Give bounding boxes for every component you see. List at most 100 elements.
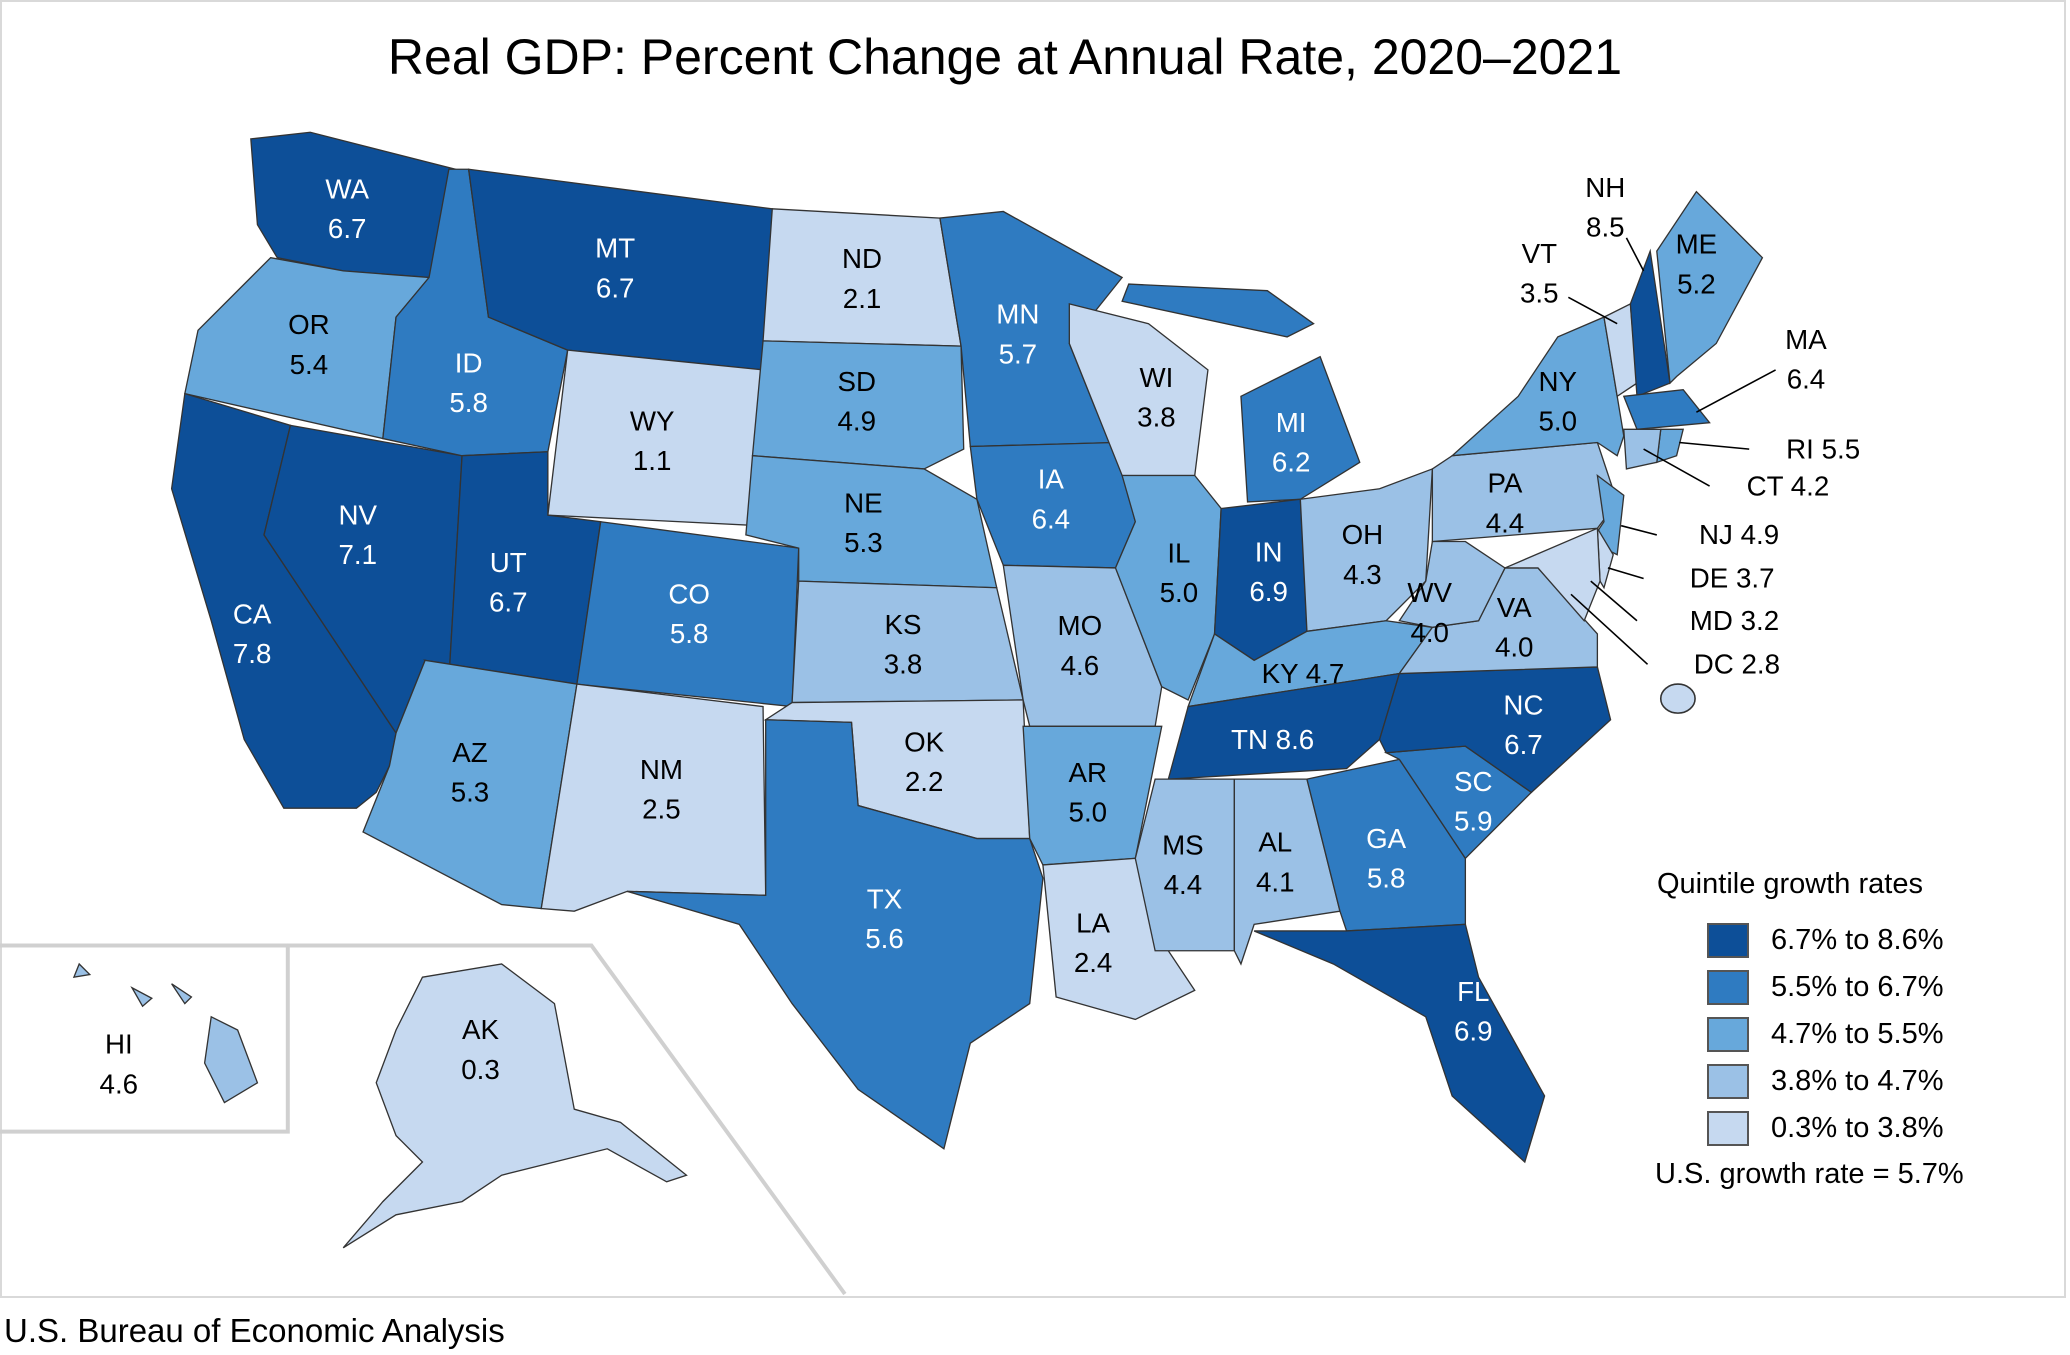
state-value: 6.7 [1504, 729, 1543, 760]
state-hi [72, 962, 92, 979]
state-ak [342, 963, 688, 1249]
state-value: 3.5 [1520, 278, 1559, 309]
state-label: NC [1503, 689, 1543, 720]
state-ct [1623, 428, 1662, 470]
state-label: MA [1785, 324, 1827, 355]
state-dc-marker [1659, 683, 1696, 714]
alaska-inset-border [287, 943, 847, 1296]
state-il [1114, 474, 1222, 701]
state-label: CO [668, 579, 710, 610]
state-label: CA [233, 598, 272, 629]
state-label: VA [1497, 592, 1532, 623]
state-label: FL [1457, 976, 1489, 1007]
leader-line-md [1590, 580, 1638, 622]
leader-line-nj [1620, 524, 1657, 536]
leader-line-dc [1570, 593, 1649, 665]
state-wy [547, 349, 764, 527]
state-md [1504, 527, 1601, 622]
us-growth-rate: U.S. growth rate = 5.7% [1655, 1158, 1964, 1190]
state-label: GA [1366, 823, 1407, 854]
state-value: 4.9 [838, 406, 877, 437]
state-label: MT [595, 233, 635, 264]
state-value: 4.4 [1486, 507, 1525, 538]
state-label: MO [1058, 610, 1103, 641]
legend-item: 6.7% to 8.6% [1707, 917, 1964, 964]
state-value: 5.3 [451, 777, 490, 808]
state-label: WY [630, 406, 675, 437]
state-fl [1253, 923, 1546, 1164]
state-mi [1121, 283, 1315, 338]
state-value: 0.3 [461, 1054, 500, 1085]
state-value: 2.4 [1074, 947, 1113, 978]
state-label: RI 5.5 [1786, 433, 1860, 464]
map-title: Real GDP: Percent Change at Annual Rate,… [387, 29, 1623, 85]
state-label: IN [1255, 536, 1283, 567]
state-label: AR [1069, 757, 1108, 788]
state-label: SD [838, 366, 877, 397]
state-value: 6.7 [596, 272, 635, 303]
state-value: 4.0 [1410, 617, 1449, 648]
state-label: DC 2.8 [1694, 649, 1780, 680]
state-value: 5.0 [1539, 406, 1578, 437]
state-label: MD 3.2 [1690, 605, 1779, 636]
state-value: 4.0 [1495, 631, 1534, 662]
state-value: 4.6 [1061, 650, 1100, 681]
state-label: UT [490, 547, 527, 578]
state-label: NJ 4.9 [1699, 519, 1779, 550]
state-value: 5.4 [290, 349, 329, 380]
state-label: ME [1676, 229, 1718, 260]
state-value: 6.7 [328, 213, 367, 244]
state-value: 3.8 [884, 649, 923, 680]
legend-label: 4.7% to 5.5% [1771, 1018, 1944, 1050]
state-label: VT [1522, 238, 1557, 269]
legend-swatch [1707, 1017, 1749, 1052]
legend-label: 6.7% to 8.6% [1771, 924, 1944, 956]
state-label: TX [867, 884, 902, 915]
state-wa [250, 131, 457, 279]
legend-item: 0.3% to 3.8% [1707, 1105, 1964, 1152]
state-label: NH [1585, 172, 1625, 203]
state-label: ID [455, 348, 483, 379]
state-value: 6.7 [489, 586, 528, 617]
legend-swatch [1707, 1111, 1749, 1146]
state-label: WA [325, 173, 369, 204]
state-value: 6.4 [1787, 363, 1826, 394]
state-ks [791, 580, 1024, 704]
state-value: 8.5 [1586, 212, 1625, 243]
state-value: 5.8 [670, 618, 709, 649]
state-wv [1398, 540, 1506, 629]
legend-item: 4.7% to 5.5% [1707, 1011, 1964, 1058]
state-label: KS [884, 609, 921, 640]
state-label: KY 4.7 [1262, 658, 1345, 689]
legend-title: Quintile growth rates [1657, 868, 1923, 900]
state-value: 5.0 [1069, 796, 1108, 827]
state-label: ND [842, 243, 882, 274]
state-value: 2.2 [905, 766, 944, 797]
state-ma [1622, 389, 1711, 431]
state-label: AK [462, 1014, 499, 1045]
leader-line-de [1607, 567, 1644, 580]
state-label: AZ [452, 737, 487, 768]
state-value: 5.2 [1677, 268, 1716, 299]
state-value: 5.0 [1160, 577, 1199, 608]
state-label: NM [640, 754, 683, 785]
state-value: 3.8 [1137, 402, 1176, 433]
leader-line-ct [1643, 448, 1710, 487]
state-nd [762, 208, 962, 347]
state-label: DE 3.7 [1690, 563, 1775, 594]
leader-line-nh [1625, 237, 1645, 272]
state-value: 5.7 [999, 338, 1038, 369]
state-value: 7.8 [233, 638, 272, 669]
state-label: OR [288, 309, 330, 340]
state-label: WV [1407, 577, 1452, 608]
legend: Quintile growth rates 6.7% to 8.6% 5.5% … [1655, 868, 1964, 1191]
state-pa [1431, 441, 1618, 543]
state-value: 5.8 [1367, 862, 1406, 893]
state-value: 1.1 [633, 445, 672, 476]
state-hi [130, 986, 153, 1008]
state-label: MI [1276, 407, 1307, 438]
state-value: 5.9 [1454, 806, 1493, 837]
state-value: 7.1 [338, 539, 377, 570]
state-label: AL [1258, 827, 1292, 858]
